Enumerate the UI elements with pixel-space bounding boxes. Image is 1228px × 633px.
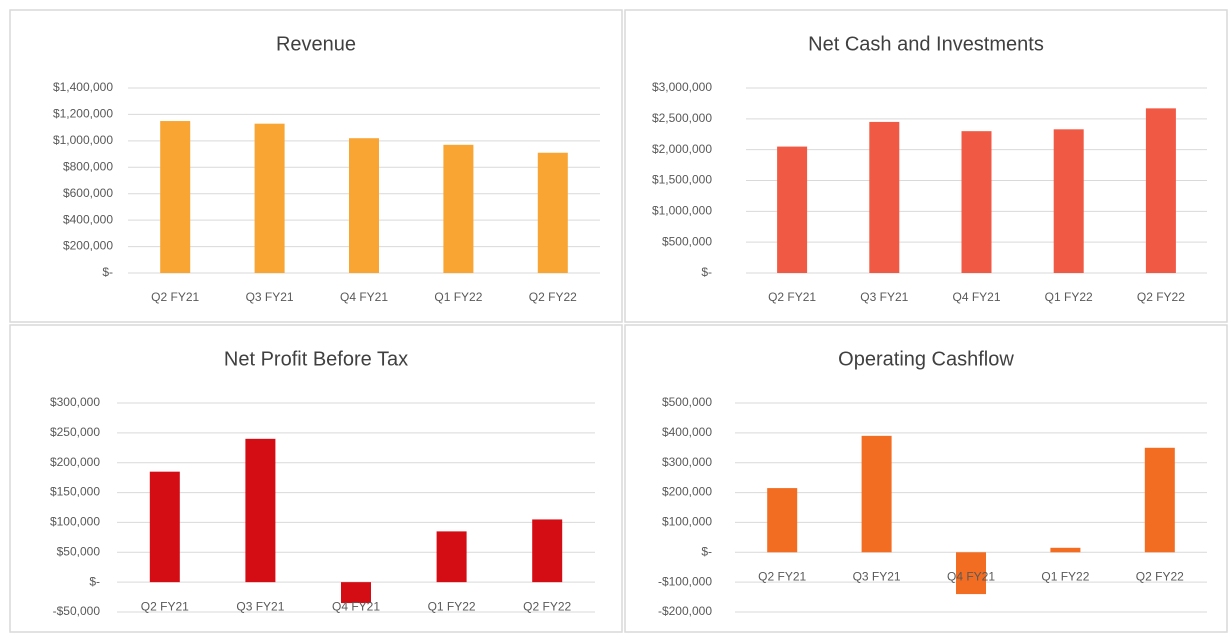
y-tick-label: -$50,000 [53, 604, 101, 618]
x-tick-label: Q3 FY21 [236, 599, 284, 613]
bar [160, 121, 191, 274]
y-tick-label: $1,200,000 [53, 107, 113, 121]
bar [1144, 447, 1175, 553]
y-tick-label: $200,000 [50, 455, 100, 469]
y-tick-label: $2,000,000 [652, 142, 712, 156]
chart-title: Operating Cashflow [838, 348, 1014, 370]
y-tick-label: $500,000 [662, 234, 712, 248]
chart-title: Net Profit Before Tax [224, 348, 408, 370]
bar [149, 471, 180, 583]
bar [537, 152, 568, 273]
x-tick-label: Q2 FY22 [529, 290, 577, 304]
x-tick-label: Q4 FY21 [947, 569, 995, 583]
y-tick-label: $1,000,000 [53, 133, 113, 147]
x-tick-label: Q1 FY22 [1045, 290, 1093, 304]
x-tick-label: Q2 FY22 [1136, 569, 1184, 583]
y-tick-label: $3,000,000 [652, 80, 712, 94]
bar [349, 138, 379, 273]
chart-title: Net Cash and Investments [808, 33, 1044, 55]
y-tick-label: $2,500,000 [652, 111, 712, 125]
y-tick-label: $150,000 [50, 485, 100, 499]
y-tick-label: $1,000,000 [652, 204, 712, 218]
bar [956, 552, 986, 595]
x-tick-label: Q1 FY22 [428, 599, 476, 613]
y-tick-label: $800,000 [63, 159, 113, 173]
y-tick-label: $500,000 [662, 395, 712, 409]
chart-title: Revenue [276, 33, 356, 55]
bar [1050, 547, 1081, 553]
y-tick-label: $- [701, 544, 712, 558]
y-tick-label: $400,000 [662, 425, 712, 439]
x-tick-label: Q2 FY22 [523, 599, 571, 613]
bar [767, 488, 798, 553]
x-tick-label: Q4 FY21 [332, 599, 380, 613]
x-tick-label: Q1 FY22 [1041, 569, 1089, 583]
y-tick-label: $100,000 [662, 515, 712, 529]
y-tick-label: $400,000 [63, 212, 113, 226]
y-tick-label: $200,000 [63, 239, 113, 253]
bar [443, 144, 474, 273]
bar [861, 435, 892, 553]
y-tick-label: $1,400,000 [53, 80, 113, 94]
y-tick-label: -$200,000 [658, 604, 712, 618]
bar [532, 519, 563, 583]
y-tick-label: $- [89, 574, 100, 588]
y-tick-label: $200,000 [662, 485, 712, 499]
x-tick-label: Q4 FY21 [952, 290, 1000, 304]
bar [245, 438, 276, 583]
y-tick-label: $600,000 [63, 186, 113, 200]
bar [1053, 129, 1084, 273]
x-tick-label: Q3 FY21 [860, 290, 908, 304]
y-tick-label: $1,500,000 [652, 173, 712, 187]
y-tick-label: $300,000 [50, 395, 100, 409]
bar [1145, 108, 1176, 273]
panel [9, 9, 623, 323]
x-tick-label: Q2 FY21 [141, 599, 189, 613]
y-tick-label: $250,000 [50, 425, 100, 439]
panel [624, 9, 1228, 323]
bar [341, 582, 371, 604]
panel [624, 324, 1228, 633]
y-tick-label: $- [102, 265, 113, 279]
x-tick-label: Q2 FY21 [151, 290, 199, 304]
y-tick-label: $50,000 [57, 544, 101, 558]
bar [869, 121, 900, 274]
x-tick-label: Q2 FY22 [1137, 290, 1185, 304]
panel [9, 324, 623, 633]
x-tick-label: Q4 FY21 [340, 290, 388, 304]
bar [436, 531, 467, 583]
x-tick-label: Q3 FY21 [853, 569, 901, 583]
bar [961, 131, 992, 273]
y-tick-label: $- [701, 265, 712, 279]
bar [254, 123, 285, 273]
x-tick-label: Q3 FY21 [246, 290, 294, 304]
y-tick-label: $100,000 [50, 515, 100, 529]
x-tick-label: Q2 FY21 [768, 290, 816, 304]
bar [777, 146, 808, 273]
x-tick-label: Q2 FY21 [758, 569, 806, 583]
x-tick-label: Q1 FY22 [434, 290, 482, 304]
y-tick-label: $300,000 [662, 455, 712, 469]
y-tick-label: -$100,000 [658, 574, 712, 588]
